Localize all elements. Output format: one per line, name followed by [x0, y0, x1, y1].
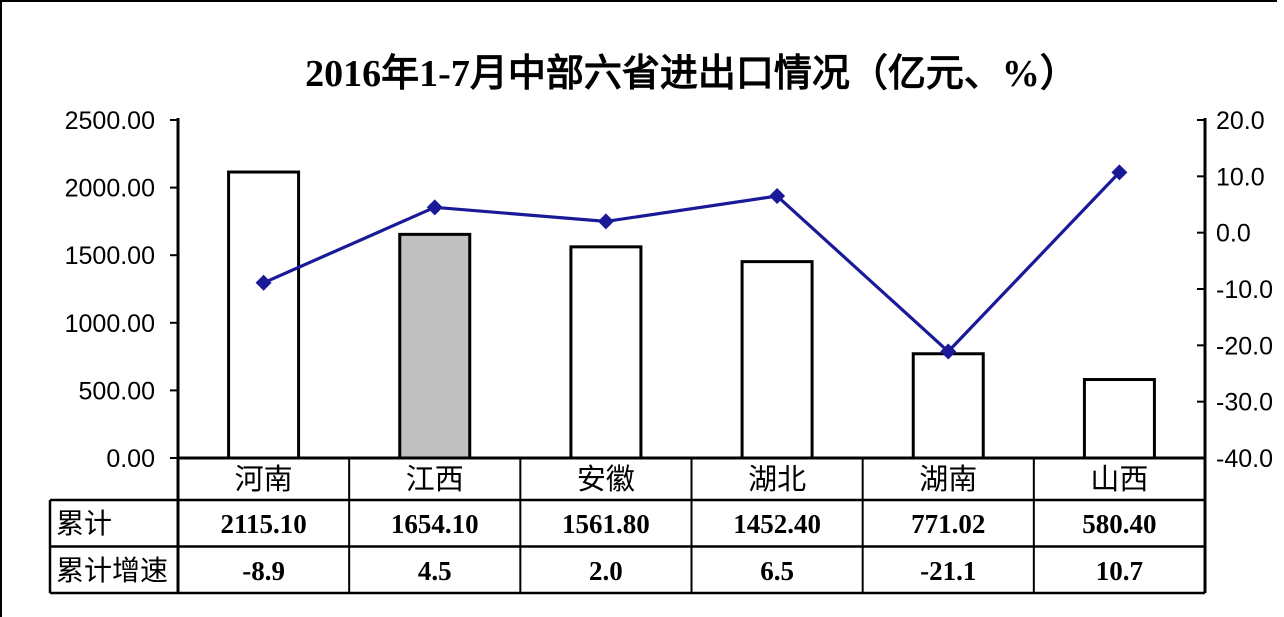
y-axis-left-tick-label: 1000.00	[65, 310, 155, 338]
y-axis-right-tick-label: 20.0	[1216, 107, 1265, 135]
table-cell-henan: 2115.10	[220, 509, 306, 539]
category-label-hubei: 湖北	[748, 464, 806, 496]
y-axis-right-tick-label: 10.0	[1216, 163, 1265, 191]
bar-henan	[227, 170, 301, 460]
table-cell-jiangxi: 1654.10	[391, 509, 479, 539]
y-axis-left-tick-label: 1500.00	[65, 242, 155, 270]
bar-shanxi	[1082, 378, 1156, 460]
table-cell-jiangxi: 4.5	[418, 556, 452, 586]
bar-hunan	[911, 352, 985, 460]
table-cell-hunan: 771.02	[911, 509, 985, 539]
category-label-shanxi: 山西	[1090, 464, 1148, 496]
table-cell-shanxi: 580.40	[1082, 509, 1156, 539]
growth-line	[262, 171, 1121, 354]
y-axis-right-tick-label: 0.0	[1216, 220, 1251, 248]
category-label-anhui: 安徽	[577, 463, 635, 496]
y-axis-left-tick-label: 0.00	[106, 445, 155, 473]
y-axis-left-tick-label: 2000.00	[65, 175, 155, 203]
y-axis-right-tick-label: -20.0	[1216, 332, 1273, 360]
table-cell-henan: -8.9	[242, 556, 285, 586]
y-axis-right-tick-label: -10.0	[1216, 276, 1273, 304]
table-cell-shanxi: 10.7	[1096, 556, 1143, 586]
table-cell-anhui: 1561.80	[562, 509, 650, 539]
table-cell-hubei: 1452.40	[733, 509, 821, 539]
table-cell-anhui: 2.0	[589, 556, 623, 586]
bar-jiangxi	[398, 232, 472, 460]
category-label-henan: 河南	[235, 463, 293, 496]
growth-marker-hunan	[940, 343, 957, 360]
table-row-label: 累计增速	[56, 555, 168, 587]
table-row-label: 累计	[56, 508, 112, 540]
category-label-jiangxi: 江西	[406, 464, 464, 496]
chart-title: 2016年1-7月中部六省进出口情况（亿元、%）	[305, 53, 1078, 95]
growth-marker-shanxi	[1111, 164, 1128, 181]
table-cell-hubei: 6.5	[760, 556, 794, 586]
category-label-hunan: 湖南	[919, 463, 977, 496]
y-axis-left-tick-label: 500.00	[79, 377, 155, 405]
growth-marker-anhui	[597, 213, 614, 230]
growth-marker-hubei	[769, 188, 786, 205]
y-axis-right-tick-label: -30.0	[1216, 389, 1273, 417]
y-axis-right-tick-label: -40.0	[1216, 445, 1273, 473]
y-axis-left-tick-label: 2500.00	[65, 107, 155, 135]
bar-hubei	[740, 260, 814, 460]
bar-anhui	[569, 245, 643, 460]
table-cell-hunan: -21.1	[920, 556, 976, 586]
growth-marker-jiangxi	[426, 199, 443, 216]
growth-marker-henan	[255, 274, 272, 291]
